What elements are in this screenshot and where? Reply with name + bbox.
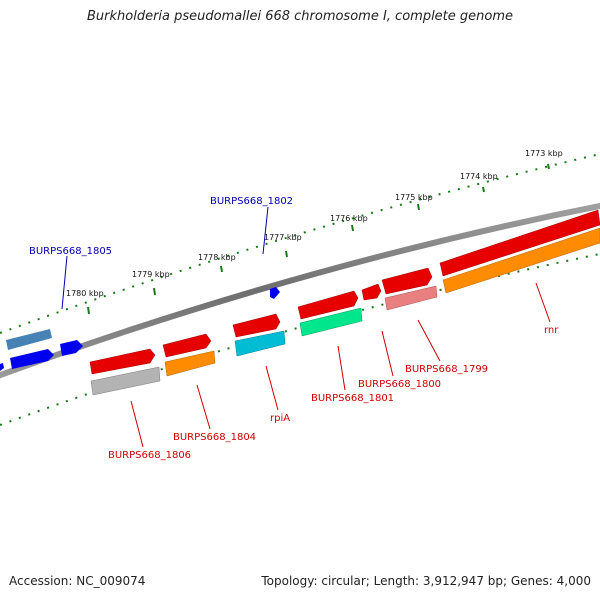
- leader-burps668-1806: [130, 400, 144, 448]
- cds-rpia[interactable]: [234, 330, 286, 357]
- gene-left-steel[interactable]: [6, 329, 52, 350]
- tick-label-1777: 1777 kbp: [264, 233, 302, 242]
- tick-1778: [220, 265, 223, 273]
- map-title: Burkholderia pseudomallei 668 chromosome…: [86, 9, 514, 24]
- cds-features: [90, 227, 600, 396]
- label-burps668-1805: BURPS668_1805: [29, 246, 112, 257]
- label-burps668-1799: BURPS668_1799: [405, 364, 488, 375]
- tick-label-1780: 1780 kbp: [66, 289, 104, 298]
- gene-burps668-1805-b[interactable]: [10, 349, 54, 369]
- forward-features: [0, 209, 600, 375]
- cds-burps668-1801[interactable]: [299, 307, 363, 337]
- cds-burps668-1804[interactable]: [164, 350, 216, 377]
- gene-burps668-1801-upper[interactable]: [297, 290, 359, 320]
- tick-label-1774: 1774 kbp: [460, 172, 498, 181]
- tick-1774: [482, 186, 485, 193]
- gene-burps668-1800-upper[interactable]: [361, 283, 382, 301]
- label-burps668-1804: BURPS668_1804: [173, 432, 256, 443]
- gene-burps668-1799-upper[interactable]: [381, 267, 433, 295]
- leader-burps668-1802: [262, 206, 269, 255]
- gene-burps668-1805-a[interactable]: [60, 340, 83, 356]
- leader-rpia: [265, 365, 279, 411]
- label-burps668-1802: BURPS668_1802: [210, 196, 293, 207]
- label-rnr: rnr: [544, 325, 559, 336]
- gene-burps668-1802[interactable]: [270, 287, 280, 299]
- leader-burps668-1801: [337, 345, 346, 391]
- label-burps668-1800: BURPS668_1800: [358, 379, 441, 390]
- tick-1776: [351, 224, 354, 232]
- tick-label-1776: 1776 kbp: [330, 214, 368, 223]
- cds-burps668-1799[interactable]: [384, 285, 438, 311]
- tick-1775: [417, 203, 420, 211]
- tick-label-1773: 1773 kbp: [525, 149, 563, 158]
- label-burps668-1806: BURPS668_1806: [108, 450, 191, 461]
- accession-label: Accession: NC_009074: [9, 574, 146, 588]
- leader-burps668-1800: [381, 330, 394, 377]
- leader-burps668-1799: [417, 319, 441, 362]
- gene-rnr-upper[interactable]: [439, 209, 600, 277]
- tick-label-1779: 1779 kbp: [132, 270, 170, 279]
- gene-rpia-upper[interactable]: [232, 313, 281, 338]
- scale-tick-labels: 1773 kbp 1774 kbp 1775 kbp 1776 kbp 1777…: [66, 149, 563, 298]
- cds-burps668-1806[interactable]: [90, 366, 161, 396]
- label-rpia: rpiA: [270, 413, 290, 424]
- gene-labels: BURPS668_1802 BURPS668_1805 BURPS668_180…: [29, 196, 559, 461]
- leader-rnr: [535, 282, 551, 323]
- gene-burps668-1804-upper[interactable]: [162, 333, 212, 358]
- label-burps668-1801: BURPS668_1801: [311, 393, 394, 404]
- label-leader-lines: [61, 206, 551, 448]
- scale-major-ticks: [87, 163, 550, 315]
- cds-rnr[interactable]: [442, 227, 600, 294]
- tick-1777: [285, 250, 288, 258]
- tick-1773: [547, 163, 550, 170]
- tick-label-1778: 1778 kbp: [198, 253, 236, 262]
- leader-burps668-1805: [61, 255, 68, 310]
- tick-1779: [153, 287, 156, 296]
- topology-summary: Topology: circular; Length: 3,912,947 bp…: [261, 574, 591, 588]
- gene-burps668-1806-upper[interactable]: [89, 348, 156, 375]
- leader-burps668-1804: [196, 384, 211, 430]
- tick-1780: [87, 306, 90, 315]
- tick-label-1775: 1775 kbp: [395, 193, 433, 202]
- gene-left-edge[interactable]: [0, 363, 4, 371]
